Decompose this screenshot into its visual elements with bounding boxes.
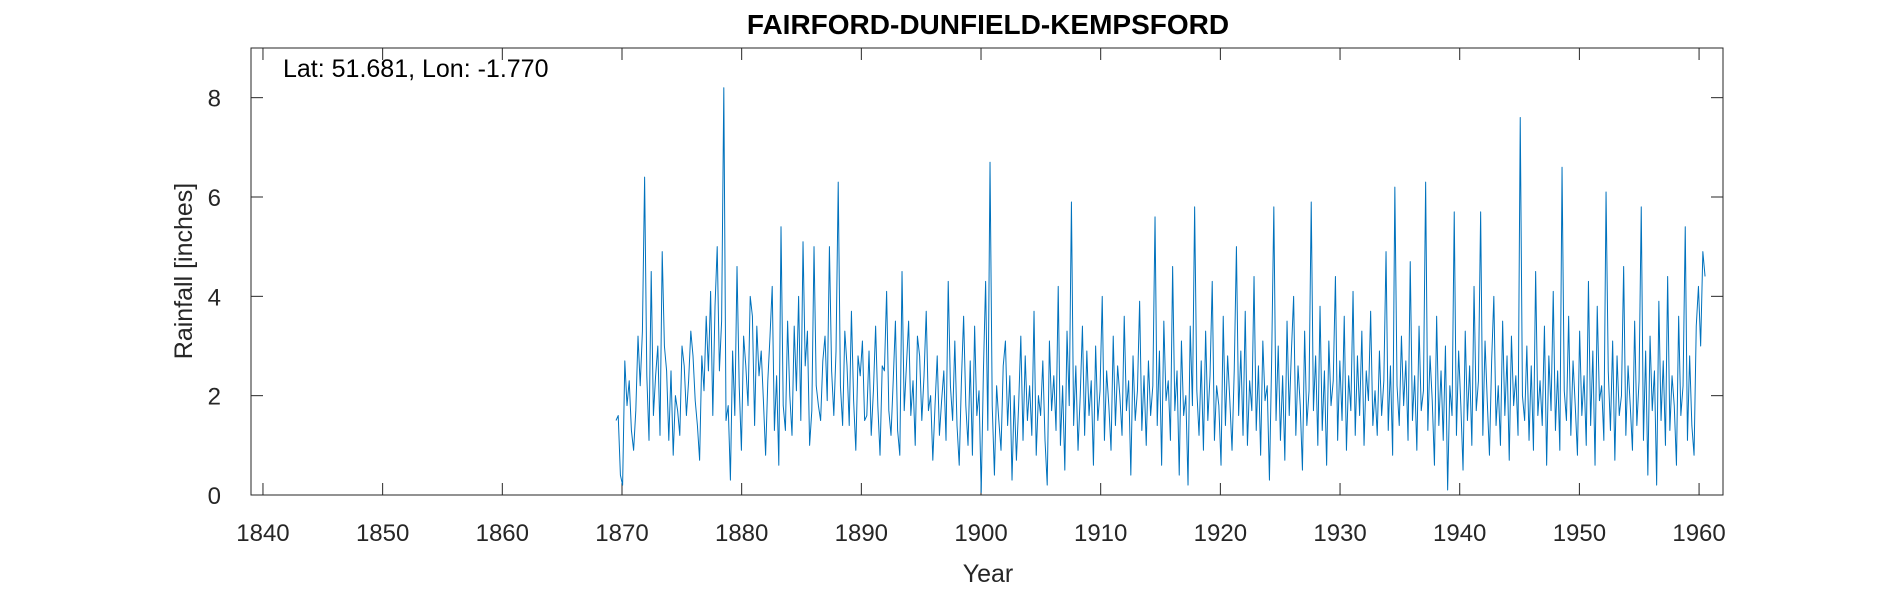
x-tick-label: 1890	[835, 520, 888, 547]
y-tick-label: 8	[208, 86, 221, 113]
x-tick-label: 1950	[1553, 520, 1606, 547]
x-tick-label: 1870	[595, 520, 648, 547]
x-tick-label: 1940	[1433, 520, 1486, 547]
x-tick-label: 1850	[356, 520, 409, 547]
x-tick-label: 1920	[1194, 520, 1247, 547]
y-axis-label: Rainfall [inches]	[170, 183, 198, 359]
plot-area	[250, 47, 1724, 496]
chart-title: FAIRFORD-DUNFIELD-KEMPSFORD	[747, 9, 1229, 40]
x-tick-label: 1960	[1672, 520, 1725, 547]
x-tick-label: 1840	[236, 520, 289, 547]
x-axis-label: Year	[963, 560, 1014, 588]
axis-ticks: 1840 1850 1860 1870 1880 1890 1900 1910 1920 1930…	[208, 48, 1726, 547]
x-tick-label: 1910	[1074, 520, 1127, 547]
x-tick-label: 1900	[954, 520, 1007, 547]
y-tick-label: 2	[208, 384, 221, 411]
x-tick-label: 1860	[476, 520, 529, 547]
y-tick-label: 4	[208, 284, 221, 311]
y-tick-label: 6	[208, 185, 221, 212]
location-annotation: Lat: 51.681, Lon: -1.770	[283, 55, 549, 83]
y-tick-label: 0	[208, 483, 221, 510]
x-tick-label: 1880	[715, 520, 768, 547]
x-tick-label: 1930	[1313, 520, 1366, 547]
rainfall-series-line	[615, 87, 1706, 494]
